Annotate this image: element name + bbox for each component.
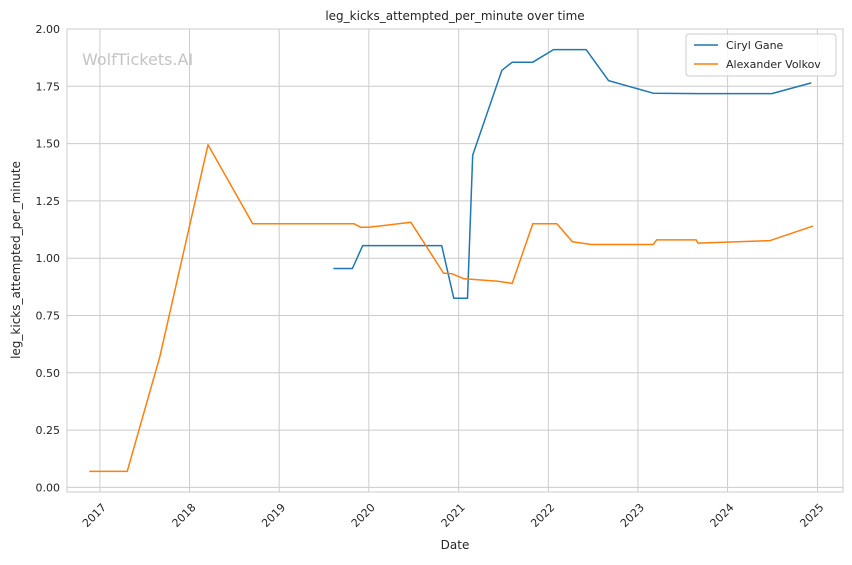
- y-tick-label: 0.00: [36, 481, 61, 494]
- y-tick-label: 0.75: [36, 310, 61, 323]
- x-tick-label: 2025: [797, 501, 826, 530]
- legend-box: [685, 33, 837, 77]
- x-tick-label: 2019: [259, 501, 288, 530]
- y-tick-label: 1.50: [36, 138, 61, 151]
- x-axis-ticks: 2017 2018 2019 2020 2021 2022 2023 2024 2025: [80, 501, 827, 530]
- x-tick-label: 2021: [439, 501, 468, 530]
- chart-title: leg_kicks_attempted_per_minute over time: [325, 9, 584, 23]
- watermark: WolfTickets.AI: [82, 50, 193, 69]
- legend: Ciryl Gane Alexander Volkov: [685, 33, 837, 77]
- y-tick-label: 1.75: [36, 80, 61, 93]
- grid-lines: [67, 28, 843, 492]
- plot-area-frame: [66, 28, 844, 493]
- y-tick-label: 0.50: [36, 367, 61, 380]
- series-layer: [89, 48, 814, 473]
- x-axis-label: Date: [441, 538, 470, 552]
- x-tick-label: 2023: [618, 501, 647, 530]
- series-line-alexander-volkov: [89, 144, 814, 473]
- series-line-ciryl-gane: [333, 48, 812, 300]
- x-tick-label: 2024: [708, 501, 737, 530]
- legend-label-ciryl-gane: Ciryl Gane: [726, 39, 784, 52]
- legend-label-alexander-volkov: Alexander Volkov: [726, 58, 821, 71]
- y-axis-ticks: 0.00 0.25 0.50 0.75 1.00 1.25 1.50 1.75 2.00: [36, 23, 61, 494]
- x-tick-label: 2018: [170, 501, 199, 530]
- y-tick-label: 1.25: [36, 195, 61, 208]
- y-tick-label: 1.00: [36, 252, 61, 265]
- y-tick-label: 2.00: [36, 23, 61, 36]
- x-tick-label: 2017: [80, 501, 109, 530]
- y-tick-label: 0.25: [36, 424, 61, 437]
- x-tick-label: 2020: [349, 501, 378, 530]
- y-axis-label: leg_kicks_attempted_per_minute: [9, 161, 23, 359]
- x-tick-label: 2022: [528, 501, 557, 530]
